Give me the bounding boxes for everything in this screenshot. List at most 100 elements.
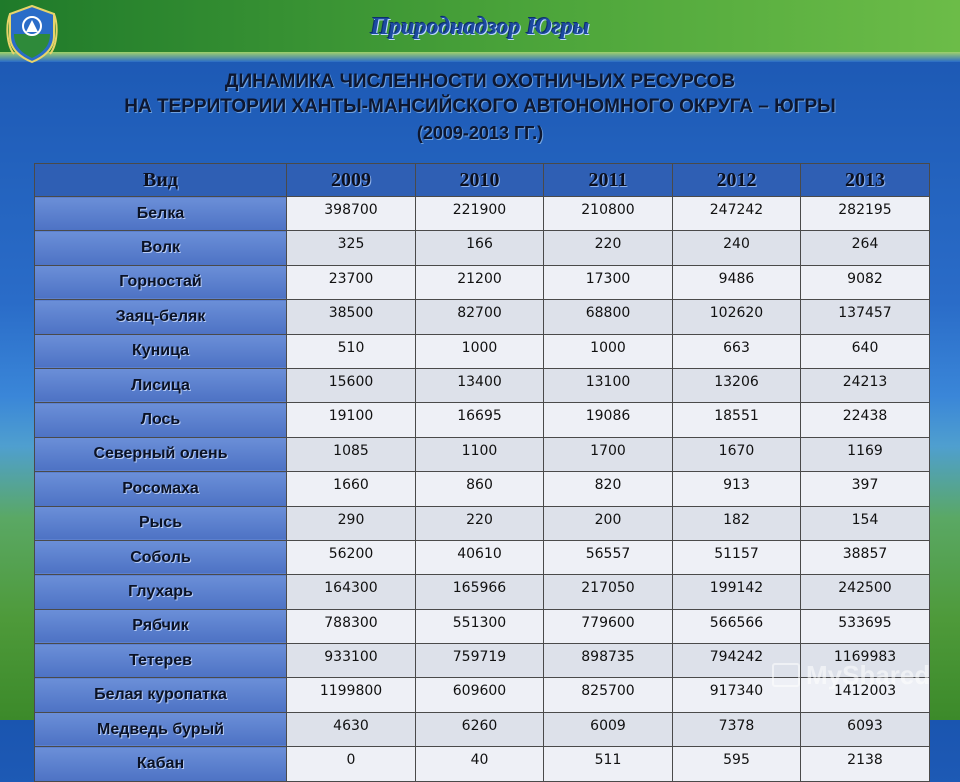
table-row: Рысь 290 220 200 182 154 [34, 505, 930, 541]
species-name-cell: Соболь [34, 539, 287, 576]
column-header-year: 2009 [286, 163, 416, 197]
species-name-cell: Медведь бурый [34, 711, 287, 748]
count-cell: 21200 [415, 264, 544, 301]
table-row: Заяц-беляк 38500 82700 68800 102620 137457 [34, 299, 930, 335]
count-cell: 898735 [543, 643, 673, 679]
count-cell: 290 [286, 505, 416, 541]
table-row: Лось 19100 16695 19086 18551 22438 [34, 402, 930, 438]
count-cell: 917340 [672, 677, 801, 713]
top-banner [0, 0, 960, 62]
count-cell: 6260 [415, 711, 544, 748]
count-cell: 282195 [800, 195, 930, 232]
species-name-cell: Заяц-беляк [34, 299, 287, 335]
count-cell: 165966 [415, 574, 544, 610]
count-cell: 398700 [286, 195, 416, 232]
banner-divider [0, 52, 960, 62]
count-cell: 510 [286, 333, 416, 369]
count-cell: 759719 [415, 643, 544, 679]
emblem-icon [6, 4, 58, 64]
species-name-cell: Лисица [34, 367, 287, 404]
count-cell: 1000 [543, 333, 673, 369]
count-cell: 23700 [286, 264, 416, 301]
count-cell: 210800 [543, 195, 673, 232]
count-cell: 17300 [543, 264, 673, 301]
count-cell: 221900 [415, 195, 544, 232]
count-cell: 1100 [415, 436, 544, 473]
count-cell: 22438 [800, 402, 930, 438]
species-name-cell: Белка [34, 195, 287, 232]
column-header-year: 2012 [672, 163, 801, 197]
count-cell: 13206 [672, 367, 801, 404]
count-cell: 9486 [672, 264, 801, 301]
count-cell: 7378 [672, 711, 801, 748]
count-cell: 24213 [800, 367, 930, 404]
species-name-cell: Северный олень [34, 436, 287, 473]
table-row: Белка 398700 221900 210800 247242 282195 [34, 195, 930, 232]
species-name-cell: Белая куропатка [34, 677, 287, 713]
table-row: Горностай 23700 21200 17300 9486 9082 [34, 264, 930, 301]
title-line-1: ДИНАМИКА ЧИСЛЕННОСТИ ОХОТНИЧЬИХ РЕСУРСОВ [224, 71, 736, 92]
count-cell: 217050 [543, 574, 673, 610]
count-cell: 779600 [543, 608, 673, 645]
count-cell: 137457 [800, 299, 930, 335]
count-cell: 1169983 [800, 643, 930, 679]
table-row: Росомаха 1660 860 820 913 397 [34, 471, 930, 507]
count-cell: 1085 [286, 436, 416, 473]
count-cell: 820 [543, 471, 673, 507]
species-name-cell: Глухарь [34, 574, 287, 610]
count-cell: 16695 [415, 402, 544, 438]
watermark: MyShared [772, 657, 932, 693]
species-name-cell: Рябчик [34, 608, 287, 645]
count-cell: 788300 [286, 608, 416, 645]
count-cell: 51157 [672, 539, 801, 576]
count-cell: 200 [543, 505, 673, 541]
count-cell: 4630 [286, 711, 416, 748]
table-row: Белая куропатка 1199800 609600 825700 917340… [34, 677, 930, 713]
count-cell: 154 [800, 505, 930, 541]
count-cell: 68800 [543, 299, 673, 335]
table-row: Соболь 56200 40610 56557 51157 38857 [34, 539, 930, 576]
table-row: Тетерев 933100 759719 898735 794242 1169983 [34, 643, 930, 679]
count-cell: 511 [543, 746, 673, 782]
header-title: Природнадзор Югры [370, 14, 590, 40]
count-cell: 102620 [672, 299, 801, 335]
count-cell: 397 [800, 471, 930, 507]
watermark-text: MyShared [806, 659, 931, 690]
count-cell: 166 [415, 230, 544, 266]
count-cell: 247242 [672, 195, 801, 232]
table-row: Кабан 0 40 511 595 2138 [34, 746, 930, 782]
count-cell: 913 [672, 471, 801, 507]
table-body: Белка 398700 221900 210800 247242 282195 Волк 3… [34, 195, 930, 782]
count-cell: 1199800 [286, 677, 416, 713]
count-cell: 242500 [800, 574, 930, 610]
count-cell: 220 [415, 505, 544, 541]
count-cell: 640 [800, 333, 930, 369]
table-header-row: Вид 2009 2010 2011 2012 2013 [34, 163, 930, 197]
count-cell: 794242 [672, 643, 801, 679]
count-cell: 182 [672, 505, 801, 541]
count-cell: 40610 [415, 539, 544, 576]
count-cell: 595 [672, 746, 801, 782]
count-cell: 240 [672, 230, 801, 266]
count-cell: 551300 [415, 608, 544, 645]
count-cell: 56200 [286, 539, 416, 576]
table-row: Медведь бурый 4630 6260 6009 7378 6093 [34, 711, 930, 748]
count-cell: 15600 [286, 367, 416, 404]
count-cell: 13100 [543, 367, 673, 404]
species-name-cell: Росомаха [34, 471, 287, 507]
table-row: Лисица 15600 13400 13100 13206 24213 [34, 367, 930, 404]
column-header-year: 2011 [543, 163, 673, 197]
table-row: Волк 325 166 220 240 264 [34, 230, 930, 266]
table-row: Куница 510 1000 1000 663 640 [34, 333, 930, 369]
count-cell: 533695 [800, 608, 930, 645]
count-cell: 40 [415, 746, 544, 782]
presentation-icon [772, 663, 800, 687]
table-row: Северный олень 1085 1100 1700 1670 1169 [34, 436, 930, 473]
count-cell: 82700 [415, 299, 544, 335]
count-cell: 663 [672, 333, 801, 369]
hunting-resources-table: Вид 2009 2010 2011 2012 2013 Белка 398700 22190… [34, 163, 930, 782]
column-header-year: 2010 [415, 163, 544, 197]
species-name-cell: Рысь [34, 505, 287, 541]
count-cell: 220 [543, 230, 673, 266]
count-cell: 1000 [415, 333, 544, 369]
